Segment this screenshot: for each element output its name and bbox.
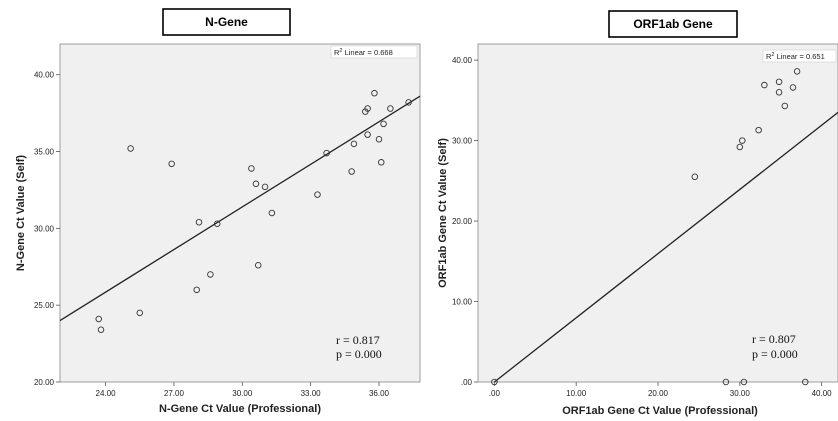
x-tick-label: 36.00 xyxy=(369,389,390,398)
data-point xyxy=(775,89,783,96)
r2-exponent: 2 xyxy=(339,48,342,54)
data-point xyxy=(775,78,783,86)
data-point xyxy=(248,165,255,172)
data-point xyxy=(364,131,371,138)
data-point xyxy=(375,136,383,143)
data-point xyxy=(691,173,699,181)
x-tick-label: 20.00 xyxy=(648,389,669,398)
x-tick-label: 30.00 xyxy=(232,389,253,398)
chart-title: ORF1ab Gene xyxy=(633,17,713,31)
y-tick-label: .00 xyxy=(461,378,473,387)
r2-exponent: 2 xyxy=(771,52,774,58)
y-tick-label: 30.00 xyxy=(452,137,473,146)
data-point xyxy=(213,220,221,228)
data-point xyxy=(761,81,768,89)
r-annotation: r = 0.817 xyxy=(336,333,380,347)
data-point xyxy=(350,140,358,148)
r2-symbol: R xyxy=(766,52,772,61)
r2-symbol: R xyxy=(334,48,340,57)
y-axis-label: N-Gene Ct Value (Self) xyxy=(15,155,27,271)
x-tick-label: 24.00 xyxy=(96,389,117,398)
data-point xyxy=(348,168,355,175)
data-point xyxy=(722,378,730,386)
data-point xyxy=(736,143,744,151)
data-point xyxy=(95,315,102,323)
p-annotation: p = 0.000 xyxy=(752,347,798,361)
chart-title-box xyxy=(608,10,738,38)
data-point xyxy=(207,271,214,278)
y-tick-label: 10.00 xyxy=(452,298,473,307)
x-axis-label: N-Gene Ct Value (Professional) xyxy=(159,403,321,415)
data-point xyxy=(802,378,809,386)
fit-line xyxy=(493,111,838,383)
data-point xyxy=(268,209,276,217)
data-point xyxy=(793,68,801,75)
y-tick-label: 35.00 xyxy=(34,148,55,157)
data-point xyxy=(127,145,134,152)
plot-area xyxy=(477,43,838,383)
data-point xyxy=(387,105,394,112)
x-axis-label: ORF1ab Gene Ct Value (Professional) xyxy=(562,405,758,417)
x-tick-label: 10.00 xyxy=(566,389,587,398)
data-point xyxy=(739,137,746,144)
chart-title-box xyxy=(162,8,291,36)
data-point xyxy=(168,160,175,168)
data-point xyxy=(740,378,748,386)
r2-legend-box xyxy=(330,45,418,59)
data-point xyxy=(254,261,262,269)
fit-line xyxy=(59,95,421,322)
p-annotation: p = 0.000 xyxy=(336,347,382,361)
data-points xyxy=(491,68,809,386)
y-tick-label: 40.00 xyxy=(34,71,55,80)
y-tick-label: 25.00 xyxy=(34,301,55,310)
r2-legend: R2 Linear = 0.651 xyxy=(766,52,825,61)
data-point xyxy=(97,326,105,334)
y-tick-label: 20.00 xyxy=(452,217,473,226)
data-point xyxy=(491,378,498,386)
orf1ab-gene-chart: ORF1ab Gene .00 10.00 20.00 30.00 40.00 .00 10… xyxy=(437,10,838,417)
x-tick-label: 27.00 xyxy=(164,389,185,398)
data-point xyxy=(195,218,203,226)
y-tick-label: 20.00 xyxy=(34,378,55,387)
y-axis-label: ORF1ab Gene Ct Value (Self) xyxy=(437,138,449,288)
data-point xyxy=(405,99,412,106)
r2-legend-box xyxy=(762,49,837,63)
data-point xyxy=(252,180,260,188)
data-point xyxy=(323,149,330,157)
y-tick-label: 30.00 xyxy=(34,224,55,233)
r2-legend: R2 Linear = 0.668 xyxy=(334,48,393,57)
x-tick-label: .00 xyxy=(489,389,501,398)
chart-title: N-Gene xyxy=(205,15,248,29)
data-point xyxy=(193,286,200,294)
y-tick-label: 40.00 xyxy=(452,56,473,65)
x-tick-label: 40.00 xyxy=(812,389,833,398)
regression-line xyxy=(59,95,421,322)
n-gene-chart: N-Gene 24.00 27.00 30.00 33.00 36.00 20.00 25.… xyxy=(15,8,421,415)
r-annotation: r = 0.807 xyxy=(752,332,796,346)
data-point xyxy=(781,102,789,110)
plot-area xyxy=(59,43,421,383)
data-point xyxy=(364,105,371,112)
data-points xyxy=(95,89,412,334)
data-point xyxy=(314,191,321,198)
data-point xyxy=(371,89,378,97)
data-point xyxy=(380,120,387,128)
x-tick-label: 33.00 xyxy=(301,389,322,398)
data-point xyxy=(378,159,385,166)
data-point xyxy=(755,126,762,134)
axis-ticks: .00 10.00 20.00 30.00 40.00 .00 10.00 20.00 30.0… xyxy=(452,56,832,398)
regression-line xyxy=(493,111,838,383)
data-point xyxy=(261,183,269,191)
axis-ticks: 24.00 27.00 30.00 33.00 36.00 20.00 25.00 30.00… xyxy=(34,71,390,398)
r2-value: Linear = 0.651 xyxy=(777,52,825,61)
data-point xyxy=(789,84,797,91)
r2-value: Linear = 0.668 xyxy=(345,48,393,57)
data-point xyxy=(136,309,143,317)
x-tick-label: 30.00 xyxy=(730,389,751,398)
